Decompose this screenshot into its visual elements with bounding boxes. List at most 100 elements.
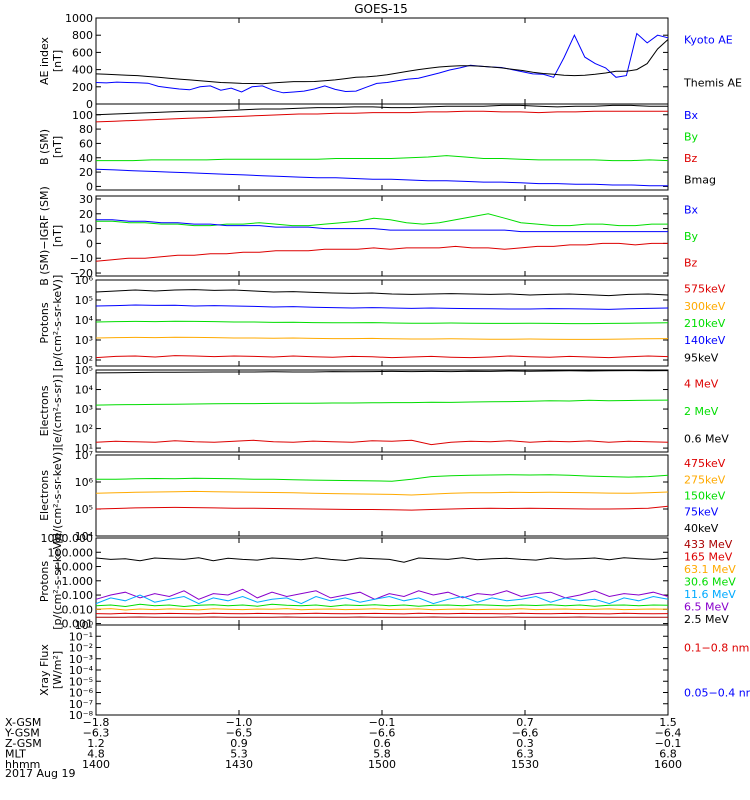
series-line-140kev <box>95 304 669 310</box>
y-tick-label: 10⁷ <box>75 449 93 462</box>
panel-frame <box>95 454 669 537</box>
y-tick-label: 40 <box>79 152 93 165</box>
x-table-value: 1600 <box>654 758 682 771</box>
panel-frame <box>95 195 669 277</box>
x-table-value: 1400 <box>82 758 110 771</box>
y-axis-unit: [p/(cm²-s-sr-keV)] <box>51 275 64 372</box>
y-tick-label: 10⁻⁴ <box>69 664 94 677</box>
y-tick-label: 10 <box>79 223 93 236</box>
legend-entry: 275keV <box>684 473 726 486</box>
x-table-value: 1530 <box>511 758 539 771</box>
legend-entry: Bx <box>684 109 699 122</box>
panel-4: 10¹ 10² 10³ 10⁴ 10⁵ Electrons [e/(cm²-s-sr)] 4 … <box>38 364 729 455</box>
x-table-value: 1.2 <box>87 737 105 750</box>
chart-title: GOES-15 <box>354 2 408 16</box>
legend-entry: 0.05−0.4 nm <box>684 687 750 700</box>
x-table-value: 1430 <box>225 758 253 771</box>
y-tick-label: 10¹ <box>75 442 93 455</box>
y-tick-label: 400 <box>72 64 93 77</box>
legend-entry: 300keV <box>684 300 726 313</box>
series-line-300kev <box>95 336 669 340</box>
series-line-63-1-mev <box>95 608 669 611</box>
series-line-bz <box>95 110 668 123</box>
y-tick-label: 1000.000 <box>41 532 94 545</box>
series-line-0-6-mev <box>95 370 669 374</box>
x-table-value: −6.4 <box>655 727 682 740</box>
y-tick-label: 0.010 <box>62 603 94 616</box>
x-table-value: −6.5 <box>226 727 253 740</box>
series-line-2-mev <box>95 399 669 406</box>
panel-frame <box>95 369 669 453</box>
legend-entry: Kyoto AE <box>684 34 733 47</box>
legend-entry: 575keV <box>684 283 726 296</box>
series-line-bx <box>95 168 668 187</box>
y-tick-label: 10² <box>75 423 93 436</box>
panel-3: 10² 10³ 10⁴ 10⁵ 10⁶ Protons [p/(cm²-s-sr-keV)]… <box>38 274 726 371</box>
panel-5: 10⁴ 10⁵ 10⁶ 10⁷ Electrons [e/(cm²-s-sr-keV)] 4… <box>38 447 726 543</box>
legend-entry: 433 MeV <box>684 538 733 551</box>
y-axis-unit: [nT] <box>51 50 64 72</box>
legend-entry: 11.6 MeV <box>684 588 736 601</box>
y-tick-label: 80 <box>79 123 93 136</box>
y-tick-label: 10⁵ <box>75 294 93 307</box>
series-line-bx <box>96 219 668 233</box>
panel-frame <box>95 103 669 191</box>
x-table-row-label: hhmm <box>5 758 40 771</box>
y-tick-label: 600 <box>72 46 93 59</box>
y-tick-label: 100 <box>72 109 93 122</box>
legend-entry: Bmag <box>684 173 716 186</box>
x-table-row-label: Z-GSM <box>5 737 42 750</box>
y-axis-label: Xray Flux <box>38 644 51 696</box>
series-line-95kev <box>95 289 669 297</box>
y-tick-label: 10² <box>75 354 93 367</box>
legend-entry: 30.6 MeV <box>684 576 736 589</box>
y-tick-label: 800 <box>72 29 93 42</box>
y-tick-label: 0 <box>86 237 93 250</box>
series-line-150kev <box>96 474 669 482</box>
y-tick-label: 10⁻⁵ <box>69 675 93 688</box>
x-table-value: 5.3 <box>230 748 248 761</box>
panel-frame <box>95 624 669 716</box>
y-tick-label: 10⁻⁶ <box>69 687 94 700</box>
y-tick-label: 10⁴ <box>75 314 94 327</box>
x-table-value: 4.8 <box>87 748 105 761</box>
y-tick-label: 200 <box>72 81 93 94</box>
y-tick-label: −10 <box>70 252 93 265</box>
y-tick-label: −20 <box>70 267 93 280</box>
y-tick-label: 10⁴ <box>75 384 94 397</box>
y-tick-label: 1000 <box>65 12 93 25</box>
series-line-by <box>96 213 668 227</box>
series-line-4-mev <box>95 439 669 446</box>
legend-entry: 165 MeV <box>684 551 733 564</box>
series-line-kyoto-ae <box>95 32 669 94</box>
y-axis-unit: [nT] <box>51 225 64 247</box>
y-tick-label: 10⁵ <box>75 503 93 516</box>
legend-entry: Bz <box>684 257 698 270</box>
legend-entry: 2.5 MeV <box>684 613 729 626</box>
x-table-value: 0.7 <box>516 716 534 729</box>
legend-entry: 75keV <box>684 506 719 519</box>
y-axis-label: Protons <box>38 561 51 602</box>
legend-entry: 0.1−0.8 nm <box>684 642 749 655</box>
legend-entry: 210keV <box>684 317 726 330</box>
legend-entry: 4 MeV <box>684 378 719 391</box>
x-table-value: −6.6 <box>369 727 396 740</box>
legend-entry: By <box>684 230 699 243</box>
x-table-value: −6.6 <box>512 727 539 740</box>
y-tick-label: 10⁰ <box>75 619 94 632</box>
y-tick-label: 20 <box>79 208 93 221</box>
x-axis-table: X-GSM −1.8 −1.0 −0.1 0.7 1.5 Y-GSM −6.3 −6.5 −6.6… <box>4 716 682 771</box>
date-label: 2017 Aug 19 <box>5 767 75 780</box>
series-line-bz <box>95 242 668 262</box>
y-tick-label: 0 <box>86 180 93 193</box>
x-table-value: −0.1 <box>369 716 396 729</box>
series-line-by <box>96 155 669 162</box>
legend-entry: Bz <box>684 152 698 165</box>
x-table-value: 5.8 <box>373 748 391 761</box>
series-line-themis-ae <box>95 39 669 85</box>
legend-entry: 2 MeV <box>684 405 719 418</box>
x-table-value: −1.0 <box>226 716 253 729</box>
y-tick-label: 10⁻¹ <box>69 630 93 643</box>
